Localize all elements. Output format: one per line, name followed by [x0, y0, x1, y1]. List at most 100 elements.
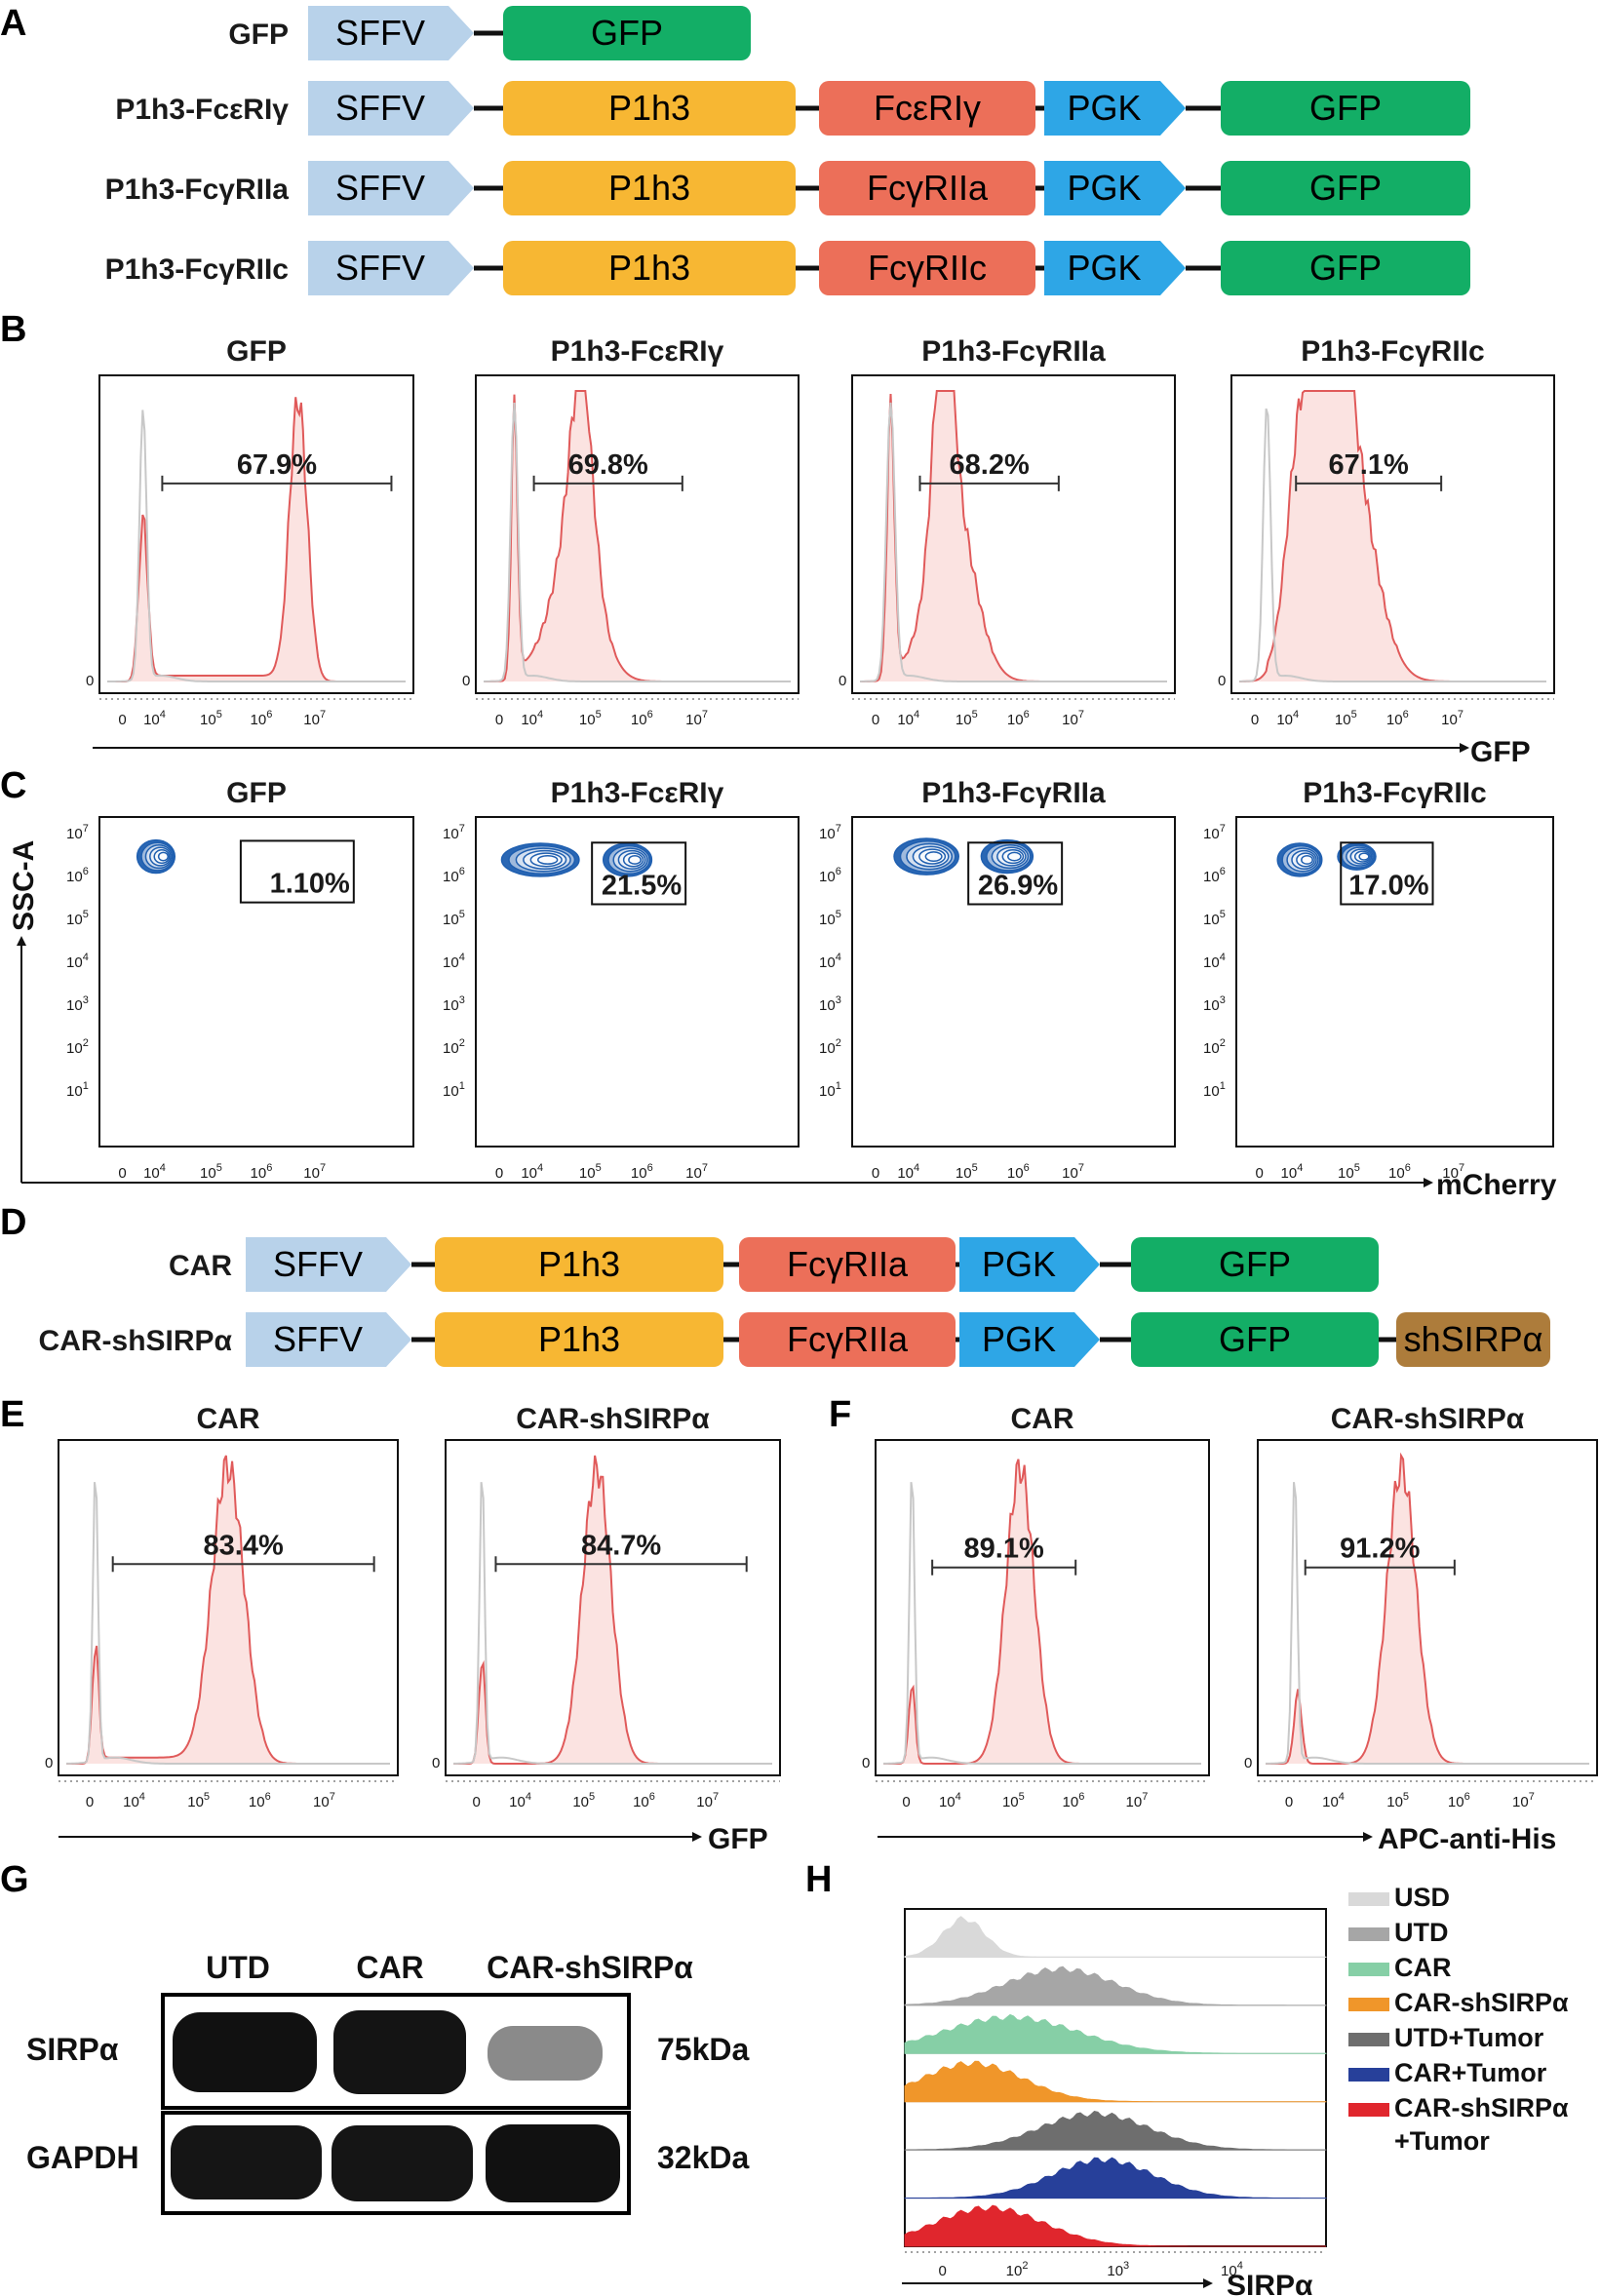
legend-entry-5: CAR+Tumor: [1348, 2058, 1547, 2087]
gene-block: [503, 161, 796, 215]
contour-x-tick: 106: [1007, 1162, 1030, 1182]
contour-gate: [1340, 841, 1434, 906]
segment-label: SFFV: [335, 88, 425, 128]
contour-x-tick: 0: [872, 1165, 879, 1182]
panel-h-x-tick: 0: [939, 2263, 947, 2279]
hist-f-y-zero: 0: [862, 1755, 870, 1771]
gene-block: [1131, 1237, 1379, 1292]
contour-title: P1h3-FcεRIγ: [551, 777, 724, 809]
hist-b-control-line: [483, 402, 791, 682]
gate-percent: 67.1%: [1329, 449, 1409, 481]
contour-plot-2: P1h3-FcγRIIa 26.9% 107 106 105 104 103 102 101 0 1…: [819, 777, 1176, 1182]
segment-label: shSIRPα: [1404, 1319, 1543, 1359]
hist-f-x-tick: 0: [1285, 1794, 1293, 1810]
panel-h-histogram-2: [904, 2013, 1327, 2054]
contour-x-tick: 0: [495, 1165, 503, 1182]
hist-b-x-tick: 0: [495, 712, 503, 728]
hist-b-x-tick: 106: [1386, 709, 1409, 728]
segment-label: GFP: [1309, 248, 1382, 288]
gene-block: [503, 81, 796, 136]
contour-y-tick: 102: [443, 1037, 465, 1057]
legend-swatch: [1348, 1927, 1389, 1941]
gate-percent: 91.2%: [1340, 1534, 1420, 1565]
hist-e-x-tick: 105: [187, 1791, 210, 1810]
panel-b-label: B: [0, 309, 26, 350]
promoter-arrow-sffv: [246, 1312, 411, 1367]
contour-x-tick: 105: [200, 1162, 222, 1182]
contour-y-tick: 101: [819, 1080, 841, 1100]
legend-swatch: [1348, 1892, 1389, 1906]
panel-a-label: A: [0, 3, 26, 44]
histogram-b-0: GFP 0 67.9% 0 104 105 106 107: [86, 335, 414, 728]
hist-b-y-zero: 0: [462, 673, 470, 689]
promoter-arrow-sffv: [308, 81, 474, 136]
segment-label: PGK: [982, 1244, 1056, 1284]
segment-label: PGK: [982, 1319, 1056, 1359]
panel-h-histogram-5: [904, 2157, 1327, 2199]
hist-e-y-zero: 0: [432, 1755, 440, 1771]
segment-label: FcγRIIa: [787, 1244, 909, 1284]
promoter-arrow-sffv: [308, 241, 474, 295]
hist-b-x-tick: 0: [872, 712, 879, 728]
wb-sirpa-band-utd: [173, 2012, 317, 2092]
wb-protein-gapdh: GAPDH: [26, 2140, 139, 2175]
segment-label: FcεRIγ: [874, 88, 981, 128]
contour-y-tick: 106: [443, 866, 465, 885]
contour-y-tick: 107: [819, 823, 841, 842]
legend-label: USD: [1394, 1883, 1450, 1912]
segment-label: PGK: [1067, 248, 1141, 288]
contour-y-tick: 104: [66, 952, 89, 971]
contour-x-tick: 0: [118, 1165, 126, 1182]
contour-plot-0: GFP 1.10% 107 106 105 104 103 102 101 0 104 105 106 1…: [66, 777, 414, 1182]
legend-entry-3: CAR-shSIRPα: [1348, 1988, 1569, 2017]
gene-block: [819, 241, 1035, 295]
contour-x-tick: 107: [1062, 1162, 1084, 1182]
segment-label: GFP: [1309, 168, 1382, 208]
gene-block: [739, 1237, 956, 1292]
contour-x-tick: 104: [1281, 1162, 1304, 1182]
legend-entry-0: USD: [1348, 1883, 1450, 1912]
hist-f-x-tick: 107: [1512, 1791, 1535, 1810]
contour-y-tick: 105: [66, 909, 89, 928]
legend-entry-4: UTD+Tumor: [1348, 2023, 1544, 2052]
histogram-title: CAR: [197, 1403, 260, 1435]
panel-f: F CAR 0 89.1% 0 104 105 106 107 CAR-shSIRPα 0 91.2…: [829, 1394, 1598, 1855]
hist-f-x-tick: 107: [1126, 1791, 1149, 1810]
contour-title: GFP: [226, 777, 287, 809]
panel-e: E CAR 0 83.4% 0 104 105 106 107 CAR-shSIRPα 0 84.7…: [0, 1394, 781, 1855]
contour-x-tick: 107: [685, 1162, 708, 1182]
panel-h: H 0 102 103 104 SIRPα USDUTDCARCAR-shSIRPαU…: [805, 1859, 1569, 2296]
hist-b-x-tick: 107: [303, 709, 326, 728]
hist-e-y-zero: 0: [45, 1755, 53, 1771]
segment-label: FcγRIIa: [787, 1319, 909, 1359]
gate-percent: 17.0%: [1348, 870, 1428, 901]
legend-label-2: +Tumor: [1394, 2126, 1490, 2156]
gate-percent: 84.7%: [581, 1530, 661, 1561]
promoter-arrow-sffv: [308, 6, 474, 60]
contour-gate: [591, 841, 687, 906]
gene-block: [503, 6, 751, 60]
segment-label: GFP: [1219, 1319, 1291, 1359]
contour-frame: [851, 816, 1176, 1148]
contour-plot-1: P1h3-FcεRIγ 21.5% 107 106 105 104 103 102 101 0 10…: [443, 777, 800, 1182]
contour-y-tick: 107: [1203, 823, 1226, 842]
promoter-arrow-pgk: [959, 1312, 1100, 1367]
contour-y-tick: 104: [443, 952, 465, 971]
gene-block: [1131, 1312, 1379, 1367]
panel-f-histograms: CAR 0 89.1% 0 104 105 106 107 CAR-shSIRPα 0 91.2% 0…: [862, 1403, 1598, 1810]
contour-y-tick: 103: [66, 994, 89, 1014]
hist-b-sample-area: [107, 397, 406, 681]
contour-y-tick: 102: [819, 1037, 841, 1057]
panel-c-label: C: [0, 765, 26, 806]
hist-f-sample-area: [883, 1459, 1201, 1764]
contour-ring: [1358, 852, 1370, 861]
gate-percent: 21.5%: [602, 870, 682, 901]
contour-ring: [1007, 851, 1022, 862]
panel-d-constructs: CAR SFFV P1h3 FcγRIIa PGK GFP CAR-shSIRPα SFFV P…: [39, 1237, 1550, 1367]
wb-sirpa-band-car: [333, 2010, 466, 2094]
histogram-title: CAR: [1011, 1403, 1074, 1435]
gate-percent: 26.9%: [978, 870, 1058, 901]
promoter-arrow-pgk: [1044, 161, 1186, 215]
hist-b-x-tick: 106: [251, 709, 273, 728]
